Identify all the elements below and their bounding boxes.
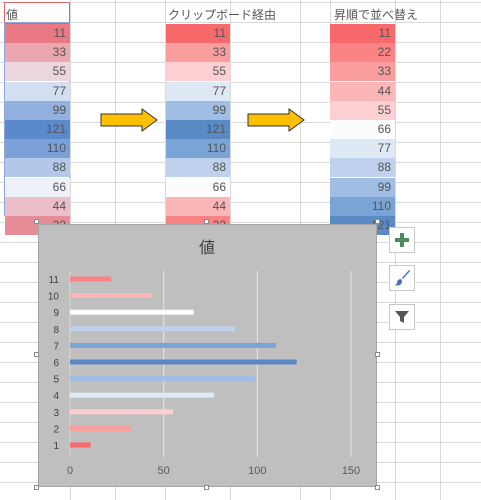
cell-a-6[interactable]: 121 [5, 120, 70, 139]
resize-handle[interactable] [375, 219, 380, 224]
cell-h-7[interactable]: 77 [330, 139, 395, 159]
y-tick-label: 3 [53, 408, 59, 419]
resize-handle[interactable] [375, 352, 380, 357]
cell-e-1[interactable]: 11 [166, 24, 230, 43]
filter-icon [395, 311, 409, 323]
cell-a-10[interactable]: 44 [5, 196, 70, 216]
cell-h-2[interactable]: 22 [330, 43, 395, 63]
y-tick-label: 10 [48, 292, 60, 303]
y-tick-label: 11 [49, 275, 60, 286]
cell-h-8[interactable]: 88 [330, 158, 395, 178]
chart-styles-button[interactable] [389, 265, 415, 291]
cell-a-1[interactable]: 11 [5, 24, 70, 43]
cell-a-4[interactable]: 77 [5, 81, 70, 101]
resize-handle[interactable] [204, 485, 209, 490]
y-tick-label: 7 [53, 341, 59, 352]
header-value[interactable]: 値 [6, 8, 19, 22]
y-tick-label: 2 [53, 424, 59, 435]
bar-7[interactable] [70, 342, 277, 348]
cell-e-7[interactable]: 110 [166, 139, 230, 159]
cell-h-1[interactable]: 11 [330, 24, 395, 43]
cell-h-10[interactable]: 110 [330, 196, 395, 216]
chart-elements-button[interactable] [389, 227, 415, 253]
bar-5[interactable] [70, 376, 256, 382]
cell-h-5[interactable]: 55 [330, 100, 395, 120]
cell-a-5[interactable]: 99 [5, 100, 70, 120]
y-tick-label: 5 [53, 375, 59, 386]
bar-chart[interactable]: 値 0 50 100 150 1 2 3 4 5 6 7 8 9 10 11 [38, 224, 377, 487]
bar-11[interactable] [70, 276, 112, 282]
bar-1[interactable] [70, 442, 91, 448]
cell-a-3[interactable]: 55 [5, 62, 70, 82]
x-tick-label: 50 [158, 465, 170, 477]
header-via-clipboard[interactable]: クリップボード経由 [168, 8, 277, 22]
right-arrow-icon [247, 108, 305, 132]
resize-handle[interactable] [34, 485, 39, 490]
cell-h-9[interactable]: 99 [330, 177, 395, 197]
resize-handle[interactable] [34, 352, 39, 357]
x-tick-label: 100 [248, 465, 266, 477]
y-tick-label: 4 [53, 391, 59, 402]
bar-3[interactable] [70, 409, 174, 415]
bar-4[interactable] [70, 392, 215, 398]
resize-handle[interactable] [34, 219, 39, 224]
cell-a-7[interactable]: 110 [5, 139, 70, 159]
bar-8[interactable] [70, 326, 235, 332]
brush-icon [394, 270, 410, 286]
bar-2[interactable] [70, 425, 132, 431]
right-arrow-icon [100, 108, 158, 132]
y-tick-label: 9 [53, 308, 59, 319]
cell-h-6[interactable]: 66 [330, 120, 395, 139]
plus-icon [395, 233, 409, 247]
resize-handle[interactable] [204, 219, 209, 224]
cell-e-3[interactable]: 55 [166, 62, 230, 82]
cell-e-5[interactable]: 99 [166, 100, 230, 120]
bar-10[interactable] [70, 293, 153, 299]
cell-a-2[interactable]: 33 [5, 43, 70, 63]
bar-9[interactable] [70, 309, 194, 315]
resize-handle[interactable] [375, 485, 380, 490]
cell-e-2[interactable]: 33 [166, 43, 230, 63]
cell-e-10[interactable]: 44 [166, 196, 230, 216]
cell-h-4[interactable]: 44 [330, 81, 395, 101]
y-tick-label: 8 [53, 325, 59, 336]
x-tick-label: 150 [342, 465, 360, 477]
y-tick-label: 6 [53, 358, 59, 369]
header-sorted-ascending[interactable]: 昇順で並べ替え [334, 8, 419, 22]
chart-title: 値 [199, 238, 215, 257]
x-tick-label: 0 [67, 465, 73, 477]
chart-plot: 値 0 50 100 150 1 2 3 4 5 6 7 8 9 10 11 [48, 238, 360, 477]
cell-h-3[interactable]: 33 [330, 62, 395, 82]
cell-e-9[interactable]: 66 [166, 177, 230, 197]
active-cell-outline [4, 2, 70, 24]
cell-e-4[interactable]: 77 [166, 81, 230, 101]
cell-e-6[interactable]: 121 [166, 120, 230, 139]
bar-6[interactable] [70, 359, 297, 365]
cell-a-8[interactable]: 88 [5, 158, 70, 178]
cell-e-8[interactable]: 88 [166, 158, 230, 178]
cell-a-9[interactable]: 66 [5, 177, 70, 197]
y-tick-label: 1 [53, 441, 59, 452]
chart-filters-button[interactable] [389, 304, 415, 330]
